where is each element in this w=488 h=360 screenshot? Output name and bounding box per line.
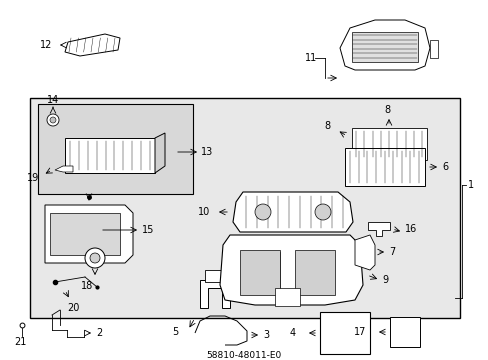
Text: 7: 7 bbox=[388, 247, 394, 257]
Polygon shape bbox=[65, 34, 120, 56]
Polygon shape bbox=[155, 133, 164, 173]
Bar bbox=[319, 312, 369, 354]
Bar bbox=[30, 98, 459, 318]
Text: 4: 4 bbox=[289, 328, 295, 338]
Text: 5: 5 bbox=[172, 327, 178, 337]
Bar bbox=[351, 32, 417, 62]
Text: 21: 21 bbox=[14, 337, 26, 347]
Bar bbox=[345, 148, 424, 186]
Circle shape bbox=[254, 204, 270, 220]
Circle shape bbox=[90, 253, 100, 263]
Bar bbox=[389, 317, 419, 347]
Text: 58810-48011-E0: 58810-48011-E0 bbox=[206, 351, 281, 360]
Text: 8: 8 bbox=[383, 105, 389, 115]
Text: 18: 18 bbox=[81, 281, 93, 291]
Bar bbox=[204, 270, 224, 282]
Text: 2: 2 bbox=[96, 328, 102, 338]
Text: 8: 8 bbox=[324, 121, 329, 131]
Bar bbox=[294, 250, 334, 295]
Text: 13: 13 bbox=[201, 147, 213, 157]
Text: 3: 3 bbox=[263, 330, 268, 340]
Text: 10: 10 bbox=[198, 207, 210, 217]
Text: 19: 19 bbox=[27, 173, 39, 183]
Polygon shape bbox=[45, 205, 133, 263]
Bar bbox=[38, 104, 193, 194]
Circle shape bbox=[85, 248, 105, 268]
Bar bbox=[274, 288, 299, 306]
Polygon shape bbox=[200, 280, 229, 308]
Text: 14: 14 bbox=[47, 95, 59, 105]
Text: 9: 9 bbox=[381, 275, 387, 285]
Text: 12: 12 bbox=[40, 40, 52, 50]
Polygon shape bbox=[55, 166, 73, 172]
Polygon shape bbox=[367, 222, 389, 236]
Text: 16: 16 bbox=[404, 224, 416, 234]
Text: 17: 17 bbox=[353, 327, 365, 337]
Bar bbox=[351, 128, 426, 160]
Polygon shape bbox=[354, 235, 374, 270]
Text: 1: 1 bbox=[467, 180, 473, 190]
Text: 6: 6 bbox=[441, 162, 447, 172]
Circle shape bbox=[50, 117, 56, 123]
Polygon shape bbox=[232, 192, 352, 232]
Circle shape bbox=[314, 204, 330, 220]
Text: 15: 15 bbox=[142, 225, 154, 235]
Text: 20: 20 bbox=[67, 303, 79, 313]
Polygon shape bbox=[220, 235, 362, 305]
Polygon shape bbox=[65, 138, 155, 173]
Bar bbox=[50, 213, 120, 255]
Circle shape bbox=[47, 114, 59, 126]
Bar bbox=[429, 40, 437, 58]
Bar bbox=[240, 250, 280, 295]
Polygon shape bbox=[339, 20, 429, 70]
Text: 11: 11 bbox=[305, 53, 317, 63]
